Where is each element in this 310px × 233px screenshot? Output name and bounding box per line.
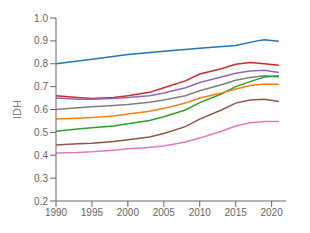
- svg-text:2010: 2010: [189, 207, 212, 218]
- svg-text:0.2: 0.2: [34, 196, 48, 207]
- svg-text:0.3: 0.3: [34, 173, 48, 184]
- svg-text:1.0: 1.0: [34, 13, 48, 24]
- svg-text:0.4: 0.4: [34, 150, 48, 161]
- svg-text:0.9: 0.9: [34, 35, 48, 46]
- svg-text:0.7: 0.7: [34, 81, 48, 92]
- svg-text:0.5: 0.5: [34, 127, 48, 138]
- svg-text:1990: 1990: [45, 207, 68, 218]
- svg-text:IDH: IDH: [11, 100, 23, 119]
- svg-text:2020: 2020: [261, 207, 284, 218]
- svg-text:2005: 2005: [153, 207, 176, 218]
- svg-text:1995: 1995: [81, 207, 104, 218]
- svg-text:2000: 2000: [117, 207, 140, 218]
- svg-text:0.8: 0.8: [34, 58, 48, 69]
- svg-text:2015: 2015: [225, 207, 248, 218]
- svg-text:0.6: 0.6: [34, 104, 48, 115]
